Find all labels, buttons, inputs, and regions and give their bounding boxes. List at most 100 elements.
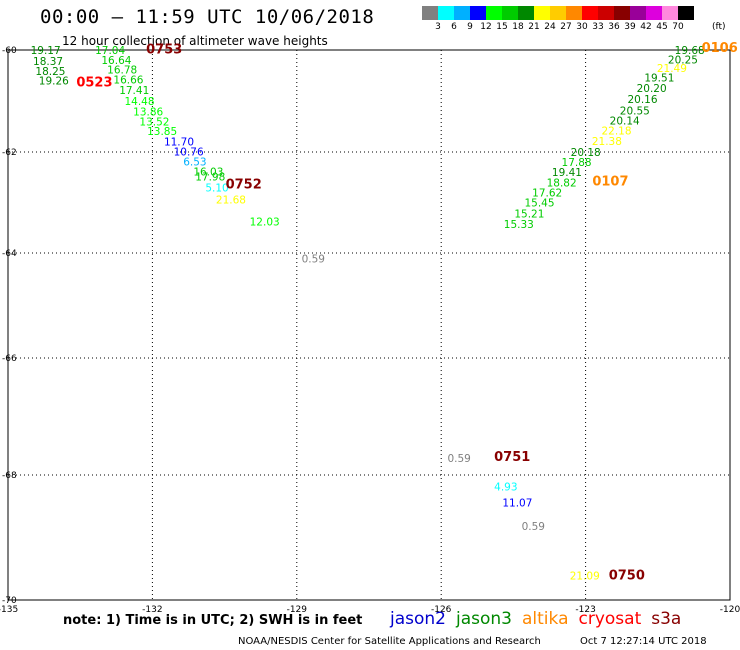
mission-legend: jason2 jason3 altika cryosat s3a bbox=[390, 609, 691, 629]
wave-height-value: 19.26 bbox=[39, 76, 69, 88]
color-scale-label: 30 bbox=[576, 22, 588, 32]
color-scale-swatch bbox=[646, 6, 662, 20]
wave-height-value: 18.82 bbox=[547, 177, 577, 189]
credit-line: NOAA/NESDIS Center for Satellite Applica… bbox=[238, 636, 541, 647]
pass-time-label: 0106 bbox=[702, 41, 738, 56]
color-scale-label: 27 bbox=[560, 22, 572, 32]
mission-label-cryosat: cryosat bbox=[578, 609, 642, 629]
color-scale-swatch bbox=[422, 6, 438, 20]
color-scale-swatch bbox=[502, 6, 518, 20]
wave-height-value: 6.53 bbox=[183, 157, 206, 169]
mission-label-jason2: jason2 bbox=[390, 609, 446, 629]
wave-height-value: 14.48 bbox=[124, 96, 154, 108]
wave-height-value: 17.88 bbox=[562, 157, 592, 169]
color-scale-swatch bbox=[486, 6, 502, 20]
pass-time-label: 0750 bbox=[609, 568, 645, 583]
wave-height-value: 13.52 bbox=[139, 116, 169, 128]
color-scale-label: 42 bbox=[640, 22, 652, 32]
wave-height-value: 18.37 bbox=[33, 56, 63, 68]
y-tick-label: -68 bbox=[2, 471, 17, 481]
wave-height-value: 13.85 bbox=[147, 126, 177, 138]
wave-height-value: 0.59 bbox=[447, 453, 470, 465]
color-scale-label: 33 bbox=[592, 22, 604, 32]
color-scale-swatch bbox=[630, 6, 646, 20]
wave-height-value: 16.78 bbox=[107, 64, 137, 76]
wave-height-value: 15.45 bbox=[524, 198, 554, 210]
color-scale-swatch bbox=[662, 6, 678, 20]
pass-time-label: 0107 bbox=[592, 174, 628, 189]
x-tick-label: -120 bbox=[720, 605, 740, 615]
wave-height-value: 21.38 bbox=[592, 136, 622, 148]
wave-height-value: 16.64 bbox=[101, 55, 131, 67]
y-tick-label: -62 bbox=[2, 148, 17, 158]
wave-height-value: 17.98 bbox=[195, 171, 225, 183]
wave-height-value: 10.76 bbox=[174, 147, 204, 159]
x-tick-label: -129 bbox=[287, 605, 308, 615]
color-scale-label: 12 bbox=[480, 22, 492, 32]
color-scale-swatch bbox=[518, 6, 534, 20]
chart-title: 00:00 – 11:59 UTC 10/06/2018 bbox=[40, 6, 375, 28]
wave-height-value: 17.41 bbox=[119, 85, 149, 97]
pass-time-label: 0751 bbox=[494, 450, 530, 465]
color-scale-label: 21 bbox=[528, 22, 540, 32]
color-scale-label: 45 bbox=[656, 22, 668, 32]
wave-height-value: 20.14 bbox=[610, 115, 640, 127]
wave-height-value: 0.59 bbox=[522, 521, 545, 533]
color-scale-label: 18 bbox=[512, 22, 524, 32]
wave-height-value: 15.33 bbox=[504, 219, 534, 231]
y-tick-label: -66 bbox=[2, 354, 17, 364]
generation-timestamp: Oct 7 12:27:14 UTC 2018 bbox=[580, 636, 707, 647]
y-tick-label: -70 bbox=[2, 596, 17, 606]
color-scale-swatch bbox=[598, 6, 614, 20]
wave-height-value: 22.18 bbox=[601, 126, 631, 138]
wave-height-value: 17.62 bbox=[532, 187, 562, 199]
wave-height-color-scale bbox=[422, 6, 694, 20]
x-tick-label: -123 bbox=[575, 605, 595, 615]
wave-height-value: 19.51 bbox=[644, 73, 674, 85]
color-scale-swatch bbox=[454, 6, 470, 20]
color-scale-swatch bbox=[678, 6, 694, 20]
wave-height-value: 19.41 bbox=[552, 167, 582, 179]
color-scale-swatch bbox=[470, 6, 486, 20]
color-scale-swatch bbox=[438, 6, 454, 20]
mission-label-jason3: jason3 bbox=[456, 609, 512, 629]
color-scale-label: 24 bbox=[544, 22, 556, 32]
wave-height-value: 4.93 bbox=[494, 482, 517, 494]
color-scale-label: 9 bbox=[467, 22, 473, 32]
wave-height-value: 20.55 bbox=[620, 105, 650, 117]
x-tick-label: -132 bbox=[142, 605, 162, 615]
wave-height-value: 20.20 bbox=[637, 83, 667, 95]
color-scale-label: 6 bbox=[451, 22, 457, 32]
color-scale-unit: (ft) bbox=[712, 22, 726, 32]
mission-label-s3a: s3a bbox=[651, 609, 682, 629]
wave-height-value: 11.70 bbox=[164, 136, 194, 148]
chart-subtitle: 12 hour collection of altimeter wave hei… bbox=[62, 34, 328, 48]
y-tick-label: -60 bbox=[2, 46, 17, 56]
color-scale-label: 15 bbox=[496, 22, 508, 32]
color-scale-swatch bbox=[582, 6, 598, 20]
color-scale-label: 39 bbox=[624, 22, 636, 32]
wave-height-value: 21.09 bbox=[570, 570, 600, 582]
color-scale-label: 3 bbox=[435, 22, 441, 32]
wave-height-value: 13.86 bbox=[133, 106, 163, 118]
x-tick-label: -126 bbox=[431, 605, 452, 615]
wave-height-value: 21.49 bbox=[657, 63, 687, 75]
wave-height-value: 5.10 bbox=[205, 182, 228, 194]
color-scale-swatch bbox=[614, 6, 630, 20]
wave-height-value: 15.21 bbox=[514, 209, 544, 221]
color-scale-swatch bbox=[550, 6, 566, 20]
pass-time-label: 0752 bbox=[226, 177, 262, 192]
wave-height-value: 16.66 bbox=[113, 75, 143, 87]
color-scale-label: 36 bbox=[608, 22, 620, 32]
color-scale-swatch bbox=[534, 6, 550, 20]
color-scale-swatch bbox=[566, 6, 582, 20]
wave-height-value: 18.25 bbox=[35, 66, 65, 78]
pass-time-label: 0753 bbox=[146, 43, 182, 58]
wave-height-value: 20.18 bbox=[571, 147, 601, 159]
wave-height-value: 21.68 bbox=[216, 195, 246, 207]
x-tick-label: -135 bbox=[0, 605, 18, 615]
wave-height-value: 20.25 bbox=[668, 54, 698, 66]
color-scale-label: 70 bbox=[672, 22, 684, 32]
y-tick-label: -64 bbox=[2, 249, 17, 259]
